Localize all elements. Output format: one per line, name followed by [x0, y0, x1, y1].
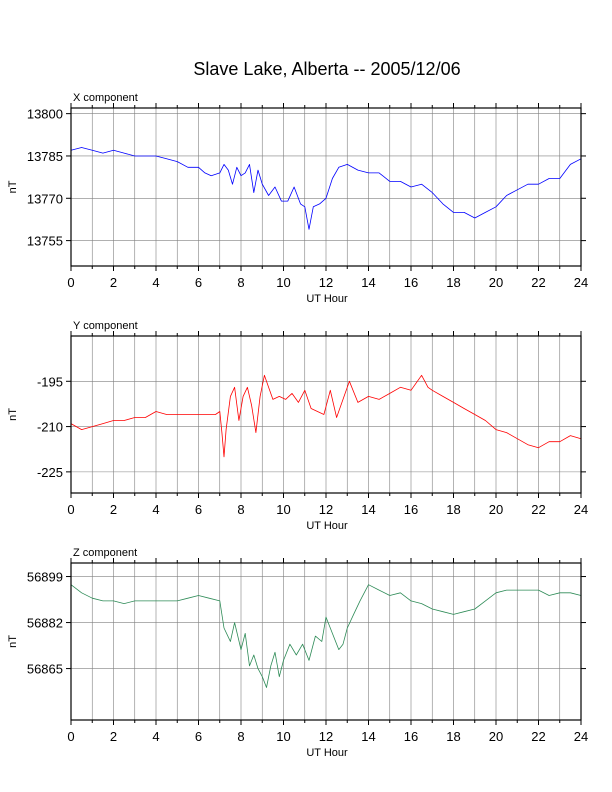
x-tick-label: 20: [489, 729, 503, 744]
y-tick-label: 56899: [27, 570, 63, 585]
x-tick-label: 2: [110, 729, 117, 744]
y-axis-label: nT: [7, 635, 19, 648]
x-tick-label: 10: [276, 729, 290, 744]
y-tick-label: 13755: [27, 234, 63, 249]
x-tick-label: 2: [110, 502, 117, 517]
x-tick-label: 12: [319, 275, 333, 290]
x-tick-label: 22: [531, 729, 545, 744]
x-tick-label: 14: [361, 275, 375, 290]
x-tick-label: 0: [67, 502, 74, 517]
x-tick-label: 18: [446, 729, 460, 744]
series-line: [70, 147, 582, 230]
y-tick-label: 13770: [27, 191, 63, 206]
x-tick-label: 12: [319, 502, 333, 517]
y-tick-label: 13785: [27, 149, 63, 164]
x-tick-label: 4: [152, 275, 159, 290]
x-tick-label: 0: [67, 275, 74, 290]
y-tick-label: 56865: [27, 662, 63, 677]
x-tick-label: 6: [195, 275, 202, 290]
y-tick-label: 13800: [27, 107, 63, 122]
y-tick-label: -195: [37, 374, 63, 389]
y-axis-label: nT: [7, 180, 19, 193]
y-tick-label: -210: [37, 420, 63, 435]
x-axis-label: UT Hour: [306, 293, 348, 305]
x-tick-label: 22: [531, 275, 545, 290]
x-tick-label: 4: [152, 502, 159, 517]
x-tick-label: 16: [404, 502, 418, 517]
y-tick-label: -225: [37, 465, 63, 480]
y-axis-label: nT: [7, 408, 19, 421]
x-tick-label: 24: [574, 729, 588, 744]
x-tick-label: 10: [276, 502, 290, 517]
x-tick-label: 0: [67, 729, 74, 744]
panel-title: Z component: [73, 547, 137, 559]
series-line: [70, 374, 582, 458]
x-tick-label: 12: [319, 729, 333, 744]
x-tick-label: 10: [276, 275, 290, 290]
x-tick-label: 22: [531, 502, 545, 517]
x-axis-label: UT Hour: [306, 520, 348, 532]
x-tick-label: 18: [446, 502, 460, 517]
x-tick-label: 8: [237, 502, 244, 517]
x-tick-label: 6: [195, 729, 202, 744]
x-tick-label: 16: [404, 275, 418, 290]
x-tick-label: 6: [195, 502, 202, 517]
x-tick-label: 2: [110, 275, 117, 290]
series-line: [70, 584, 582, 688]
x-tick-label: 14: [361, 729, 375, 744]
x-tick-label: 4: [152, 729, 159, 744]
x-tick-label: 18: [446, 275, 460, 290]
y-tick-label: 56882: [27, 616, 63, 631]
panel-title: X component: [73, 92, 138, 104]
x-tick-label: 24: [574, 275, 588, 290]
x-tick-label: 20: [489, 275, 503, 290]
panel-title: Y component: [73, 320, 138, 332]
x-tick-label: 20: [489, 502, 503, 517]
x-tick-label: 8: [237, 729, 244, 744]
x-tick-label: 14: [361, 502, 375, 517]
x-tick-label: 24: [574, 502, 588, 517]
chart-title: Slave Lake, Alberta -- 2005/12/06: [193, 59, 460, 79]
x-axis-label: UT Hour: [306, 747, 348, 759]
x-tick-label: 8: [237, 275, 244, 290]
x-tick-label: 16: [404, 729, 418, 744]
